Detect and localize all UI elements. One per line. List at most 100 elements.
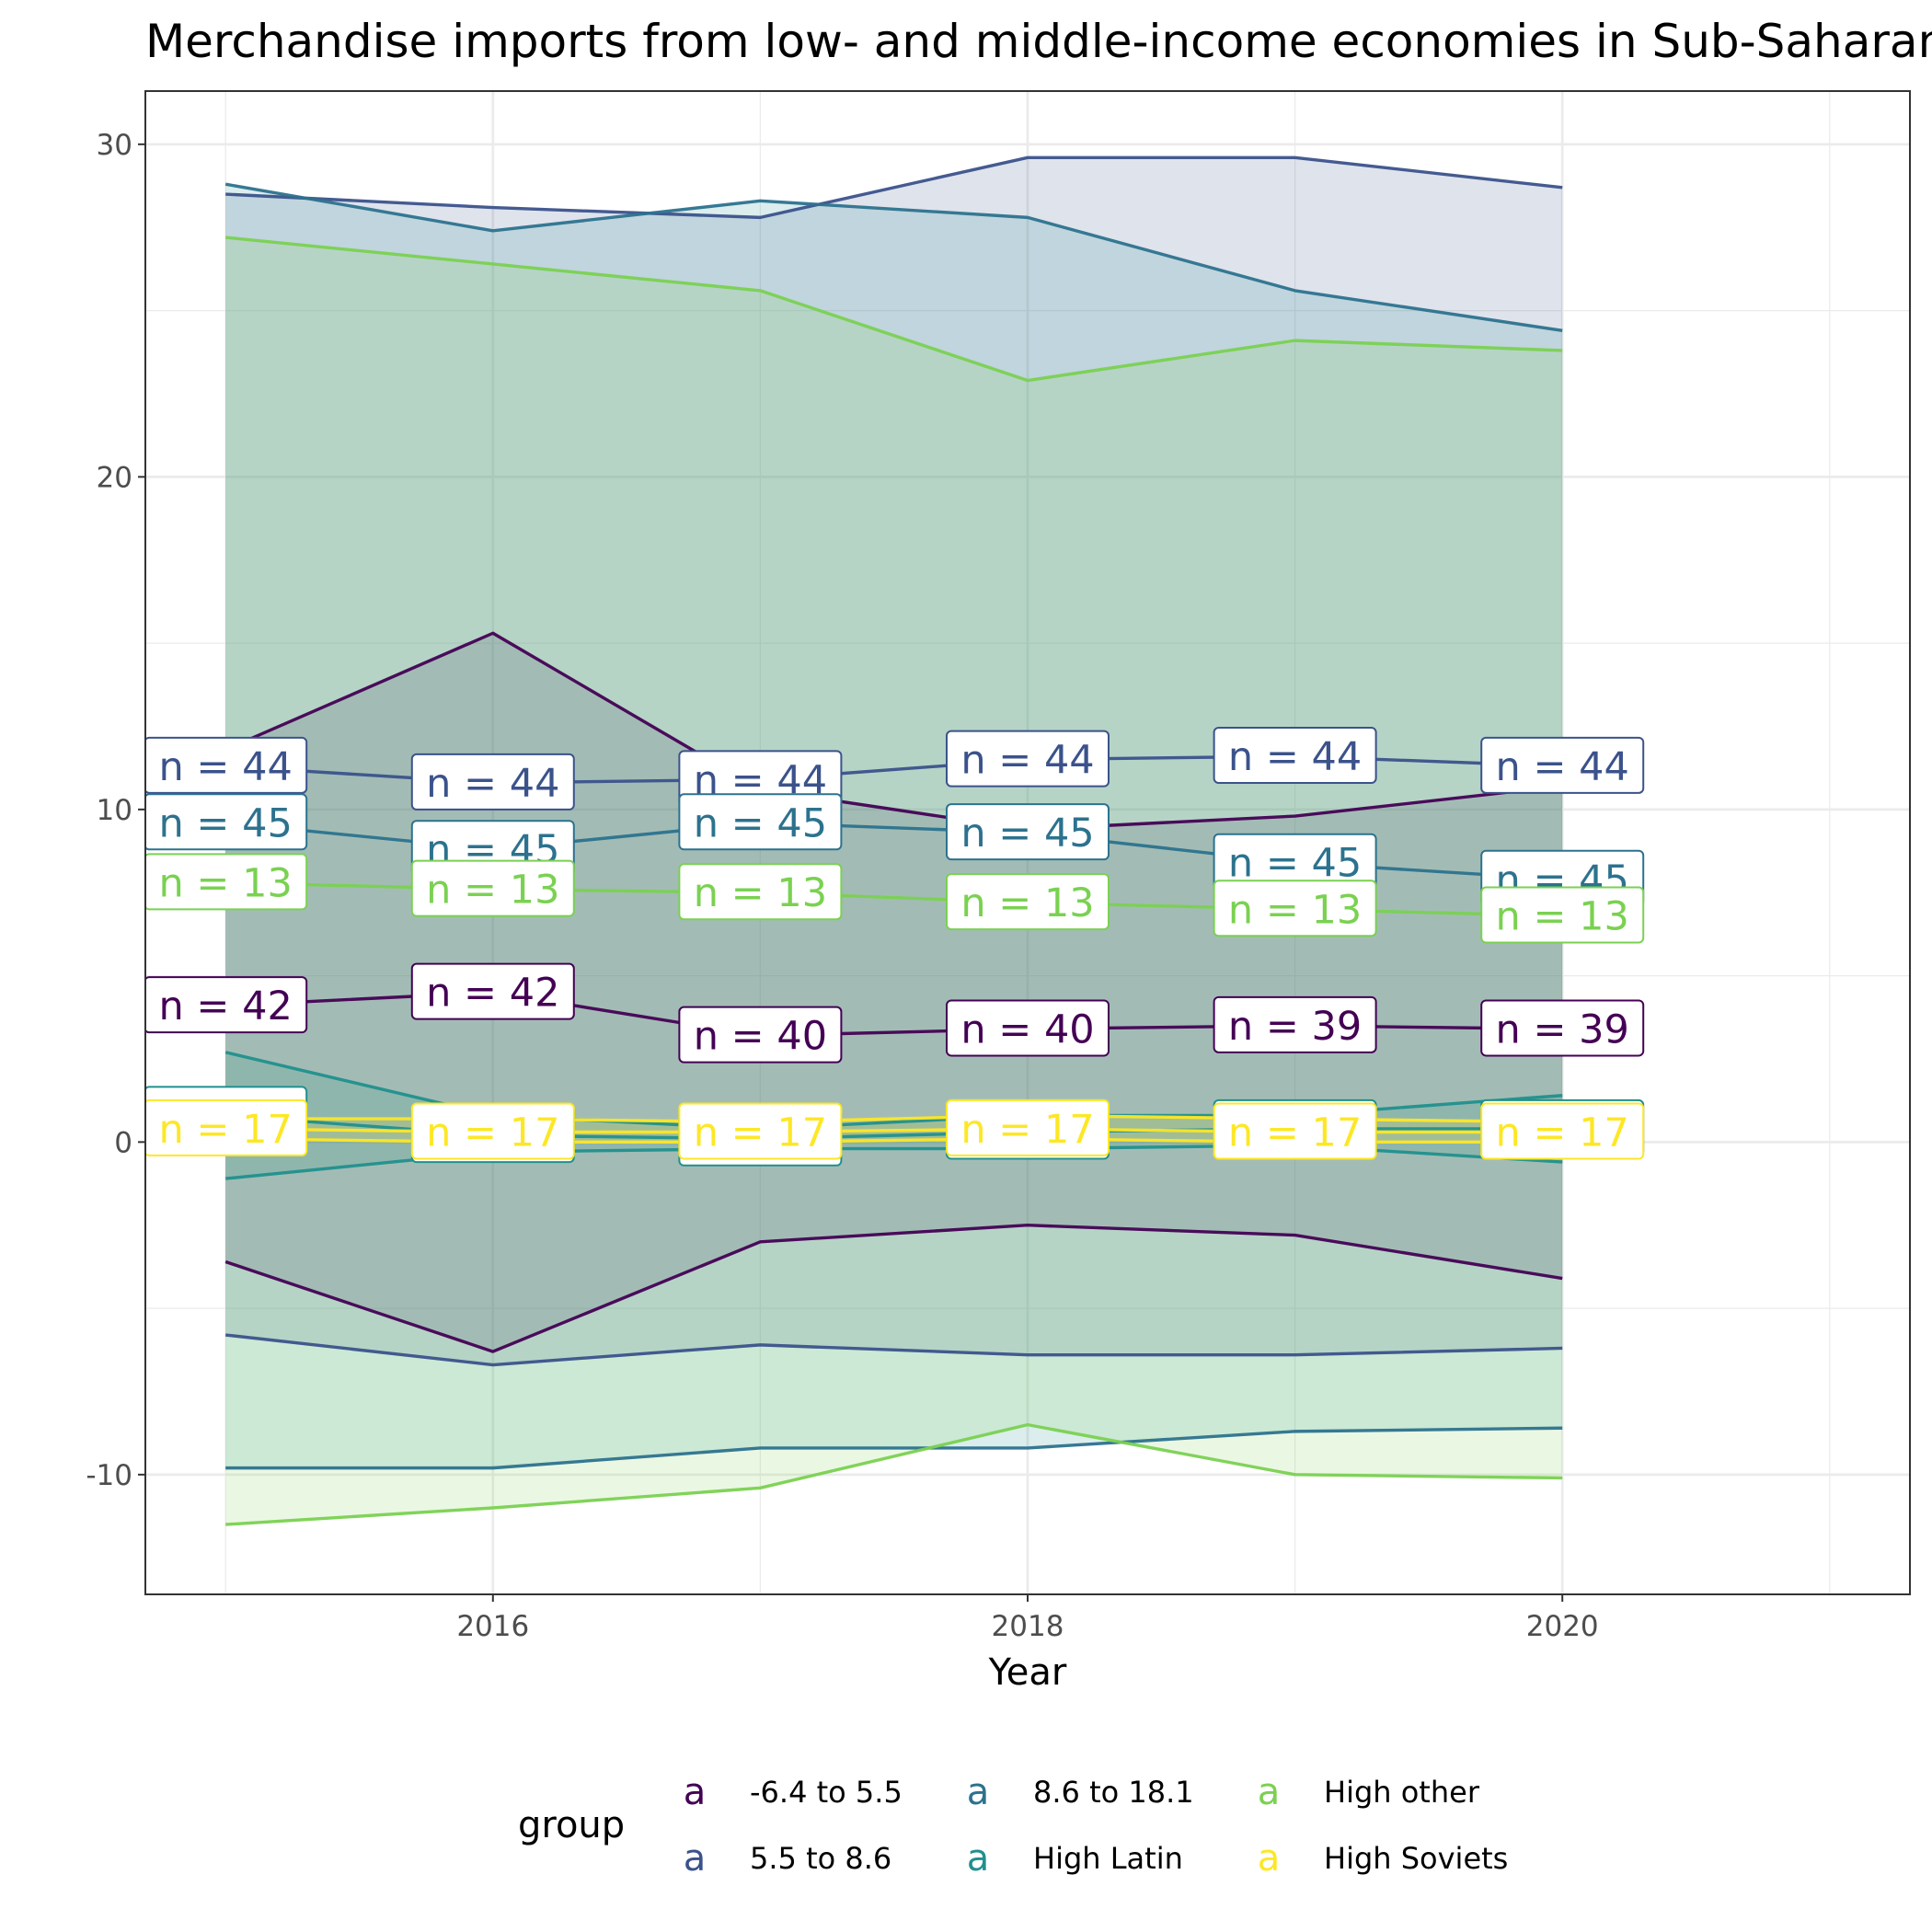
n-label-text: n = 44 [159, 744, 293, 790]
ci-band [225, 633, 1563, 1352]
n-label-text: n = 44 [426, 761, 559, 807]
n-label-text: n = 13 [159, 860, 293, 906]
n-label-box [678, 1102, 843, 1160]
n-label-box [410, 1102, 575, 1160]
n-label-box [946, 873, 1110, 931]
n-label-box [1213, 1102, 1377, 1160]
n-label: n = 13 [410, 859, 575, 917]
n-label-box [145, 1098, 308, 1156]
ci-line [224, 631, 1563, 832]
n-label: n = 13 [1480, 886, 1645, 944]
chart-title: Merchandise imports from low- and middle… [145, 15, 1932, 68]
n-label: n = 44 [410, 753, 575, 811]
n-label-text: n = 17 [1496, 1110, 1629, 1156]
n-label-box [1213, 727, 1377, 785]
n-label-box [145, 853, 308, 911]
n-label-text: n = 17 [960, 1107, 1094, 1153]
n-label: n = 44 [1213, 727, 1377, 785]
n-label: n = 13 [1213, 880, 1377, 937]
n-label-box [1213, 880, 1377, 937]
n-label-text: n = 17 [159, 1107, 293, 1153]
n-label-text: n = 39 [1228, 1004, 1362, 1050]
n-label-box [678, 863, 843, 921]
n-labels: n = 42 n = 42 n = 40 n = 40 n = 39 n = 39 n = … [145, 727, 1645, 1167]
legend-key-glyph: a [967, 1771, 990, 1813]
n-label-text: n = 13 [1496, 894, 1629, 940]
n-label: n = 40 [946, 999, 1110, 1057]
n-label: n = 17 [410, 1102, 575, 1160]
ci-line [224, 1224, 1563, 1353]
n-label: n = 13 [145, 853, 308, 911]
n-label-text: n = 17 [426, 1110, 559, 1156]
ci-line [225, 155, 1563, 220]
axes: -10 0 10 20 30 2016 2018 2020 [86, 129, 1598, 1643]
n-label: n = 13 [946, 873, 1110, 931]
legend-title: group [518, 1804, 625, 1846]
n-label: n = 44 [1480, 736, 1645, 794]
n-label: n = 39 [1213, 995, 1377, 1053]
n-label-box [946, 999, 1110, 1057]
y-tick-label: -10 [86, 1459, 132, 1492]
n-label-box [410, 859, 575, 917]
n-label-box [410, 753, 575, 811]
n-label-text: n = 13 [960, 880, 1094, 926]
n-label-text: n = 42 [159, 983, 293, 1029]
n-label-text: n = 42 [426, 971, 559, 1017]
legend-label: -6.4 to 5.5 [750, 1775, 903, 1810]
x-tick-label: 2016 [456, 1610, 529, 1643]
n-label: n = 17 [145, 1098, 308, 1156]
n-label: n = 45 [145, 793, 308, 851]
n-label-box [678, 1006, 843, 1064]
legend-key-glyph: a [684, 1771, 707, 1813]
x-axis-title: Year [988, 1651, 1067, 1694]
legend-label: High Latin [1033, 1841, 1183, 1876]
n-label: n = 44 [145, 736, 308, 794]
ci-line [225, 1422, 1563, 1526]
legend-label: 8.6 to 18.1 [1033, 1775, 1194, 1810]
legend: group a -6.4 to 5.5 a 5.5 to 8.6 a 8.6 to 18.… [518, 1771, 1508, 1880]
n-label-text: n = 17 [694, 1110, 827, 1156]
n-label-box [678, 793, 843, 851]
n-label: n = 17 [678, 1102, 843, 1160]
n-label-box [1480, 999, 1645, 1057]
y-tick-label: 0 [114, 1126, 132, 1159]
n-label-text: n = 40 [960, 1006, 1094, 1052]
legend-label: 5.5 to 8.6 [750, 1841, 891, 1876]
n-label: n = 42 [410, 962, 575, 1020]
n-label-text: n = 13 [1228, 887, 1362, 933]
n-label-box [145, 976, 308, 1034]
n-label: n = 13 [678, 863, 843, 921]
n-label-box [1480, 886, 1645, 944]
legend-label: High Soviets [1324, 1841, 1508, 1876]
ci-band [225, 237, 1563, 1525]
x-tick-label: 2018 [992, 1610, 1064, 1643]
n-label-text: n = 44 [960, 738, 1094, 784]
n-label: n = 45 [678, 793, 843, 851]
ci-line [224, 1333, 1563, 1367]
n-label-box [145, 793, 308, 851]
legend-key-glyph: a [684, 1837, 707, 1880]
n-label: n = 17 [946, 1098, 1110, 1156]
n-label-text: n = 45 [159, 800, 293, 846]
legend-label: High other [1324, 1775, 1480, 1810]
n-label-text: n = 45 [1228, 841, 1362, 887]
n-label-box [1480, 1102, 1645, 1160]
n-label-box [145, 736, 308, 794]
n-label: n = 44 [946, 730, 1110, 788]
ci-line [225, 236, 1563, 383]
y-tick-label: 20 [97, 461, 132, 494]
n-label-text: n = 44 [1228, 734, 1362, 780]
n-label-text: n = 44 [1496, 744, 1629, 790]
n-label: n = 40 [678, 1006, 843, 1064]
n-label-text: n = 45 [694, 800, 827, 846]
n-label-box [410, 962, 575, 1020]
y-tick-label: 10 [97, 794, 132, 827]
ci-line [225, 1426, 1563, 1470]
n-label-box [1480, 736, 1645, 794]
n-label: n = 45 [946, 803, 1110, 861]
n-label-text: n = 13 [694, 870, 827, 916]
n-label-box [946, 730, 1110, 788]
n-label-text: n = 40 [694, 1014, 827, 1060]
